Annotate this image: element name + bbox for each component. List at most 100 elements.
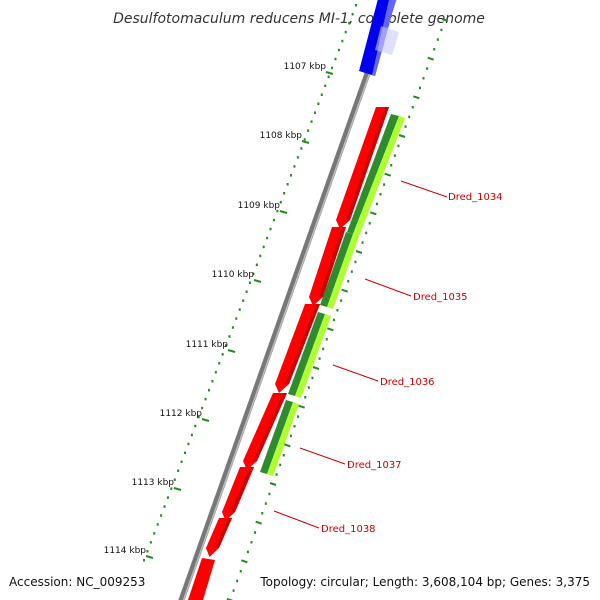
outer-dot [383,183,386,186]
ring-dot [252,272,255,276]
ring-dot [307,129,310,132]
ring-dot [228,335,231,338]
outer-dash [398,134,406,138]
outer-dot [397,144,400,148]
outer-dash [284,443,291,448]
kbp-tick [173,487,182,491]
outer-dot [264,502,267,505]
ring-dot [296,156,299,159]
backbone-line [178,0,397,600]
gene-leader-line [400,180,448,198]
outer-dash [327,327,334,332]
outer-dot [293,425,296,428]
outer-dash [312,366,320,370]
ring-dot [170,487,173,490]
outer-dot [307,386,310,389]
outer-dot [282,454,285,457]
ring-dot [218,362,221,365]
outer-dot [325,338,328,341]
kbp-tick [145,555,154,559]
gene-label-dred_1034[interactable]: Dred_1034 [448,192,503,203]
ring-dot [235,317,238,320]
outer-dash [341,288,348,293]
outer-dot [347,280,350,283]
topology-text: Topology: circular; Length: 3,608,104 bp… [259,575,590,589]
similarity-band-light [295,314,331,398]
outer-dot [239,570,242,573]
gene-label-dred_1036[interactable]: Dred_1036 [380,377,435,388]
outer-dash [441,18,449,22]
outer-dot [275,473,278,476]
outer-dot [261,512,264,515]
similarity-band-dark [288,312,325,396]
outer-dot [375,202,378,206]
kbp-label: 1111 kbp [186,340,229,350]
gene-label-dred_1038[interactable]: Dred_1038 [321,524,376,535]
map-title: Desulfotomaculum reducens MI-1, complete… [113,11,485,27]
ring-dot [255,263,258,267]
outer-dash [241,559,248,564]
outer-dot [289,434,292,438]
ring-dot [156,523,159,526]
ring-dot [334,57,337,61]
similarity-band-dark [320,232,353,307]
outer-dash [370,211,377,216]
kbp-tick [301,140,310,144]
kbp-tick-ring [143,4,357,562]
similarity-track [260,114,405,476]
ring-dot [286,183,289,186]
gene-edge [285,304,320,384]
outer-dash [226,598,234,600]
ring-dot [245,290,248,293]
gene-label-dred_1035[interactable]: Dred_1035 [413,292,468,303]
kbp-tick [253,279,262,283]
similarity-band-light [353,116,405,236]
ring-dot [313,111,316,114]
gene-edge [253,393,287,461]
outer-dot [232,589,235,592]
reverse-genes [188,107,389,600]
outer-dot [322,347,325,351]
ring-dot [184,451,187,455]
outer-dash [384,172,391,177]
ring-dot [351,12,354,16]
outer-dot [361,241,364,244]
ring-dot [290,174,293,177]
ring-dot [272,218,275,222]
outer-dot [408,115,411,119]
ring-dot [149,541,152,544]
gene-leader-line [299,447,346,465]
similarity-band-dark [347,114,399,234]
ring-dot [177,469,180,472]
outer-dot [250,541,253,544]
ring-dot [194,424,197,428]
outer-dot [422,77,425,80]
kbp-label: 1108 kbp [260,131,303,141]
outer-dash [255,520,262,525]
gene-edge [319,227,346,297]
ring-dot [331,66,334,70]
outer-dot [332,318,335,322]
outer-dot [311,376,314,380]
outer-dot [426,67,429,70]
kbp-label: 1112 kbp [160,409,203,419]
ring-dot [310,120,313,123]
kbp-label: 1110 kbp [212,270,255,280]
gene-labels: Dred_1034 Dred_1035 Dred_1036 Dred_1037 Dred… [273,180,503,535]
ring-dot [225,344,228,347]
ring-dot [266,236,269,240]
ring-dot [324,84,327,88]
outer-dot [304,396,307,399]
reverse-gene-arrow[interactable] [188,558,215,600]
ring-dot [190,433,193,437]
ring-dot [238,308,241,311]
gene-edge [346,107,389,220]
gene-label-dred_1037[interactable]: Dred_1037 [347,460,402,471]
outer-dot [279,463,282,467]
gene-edge [215,518,232,548]
ring-dot [348,21,351,25]
outer-dash [413,95,420,100]
kbp-label: 1113 kbp [132,478,175,488]
